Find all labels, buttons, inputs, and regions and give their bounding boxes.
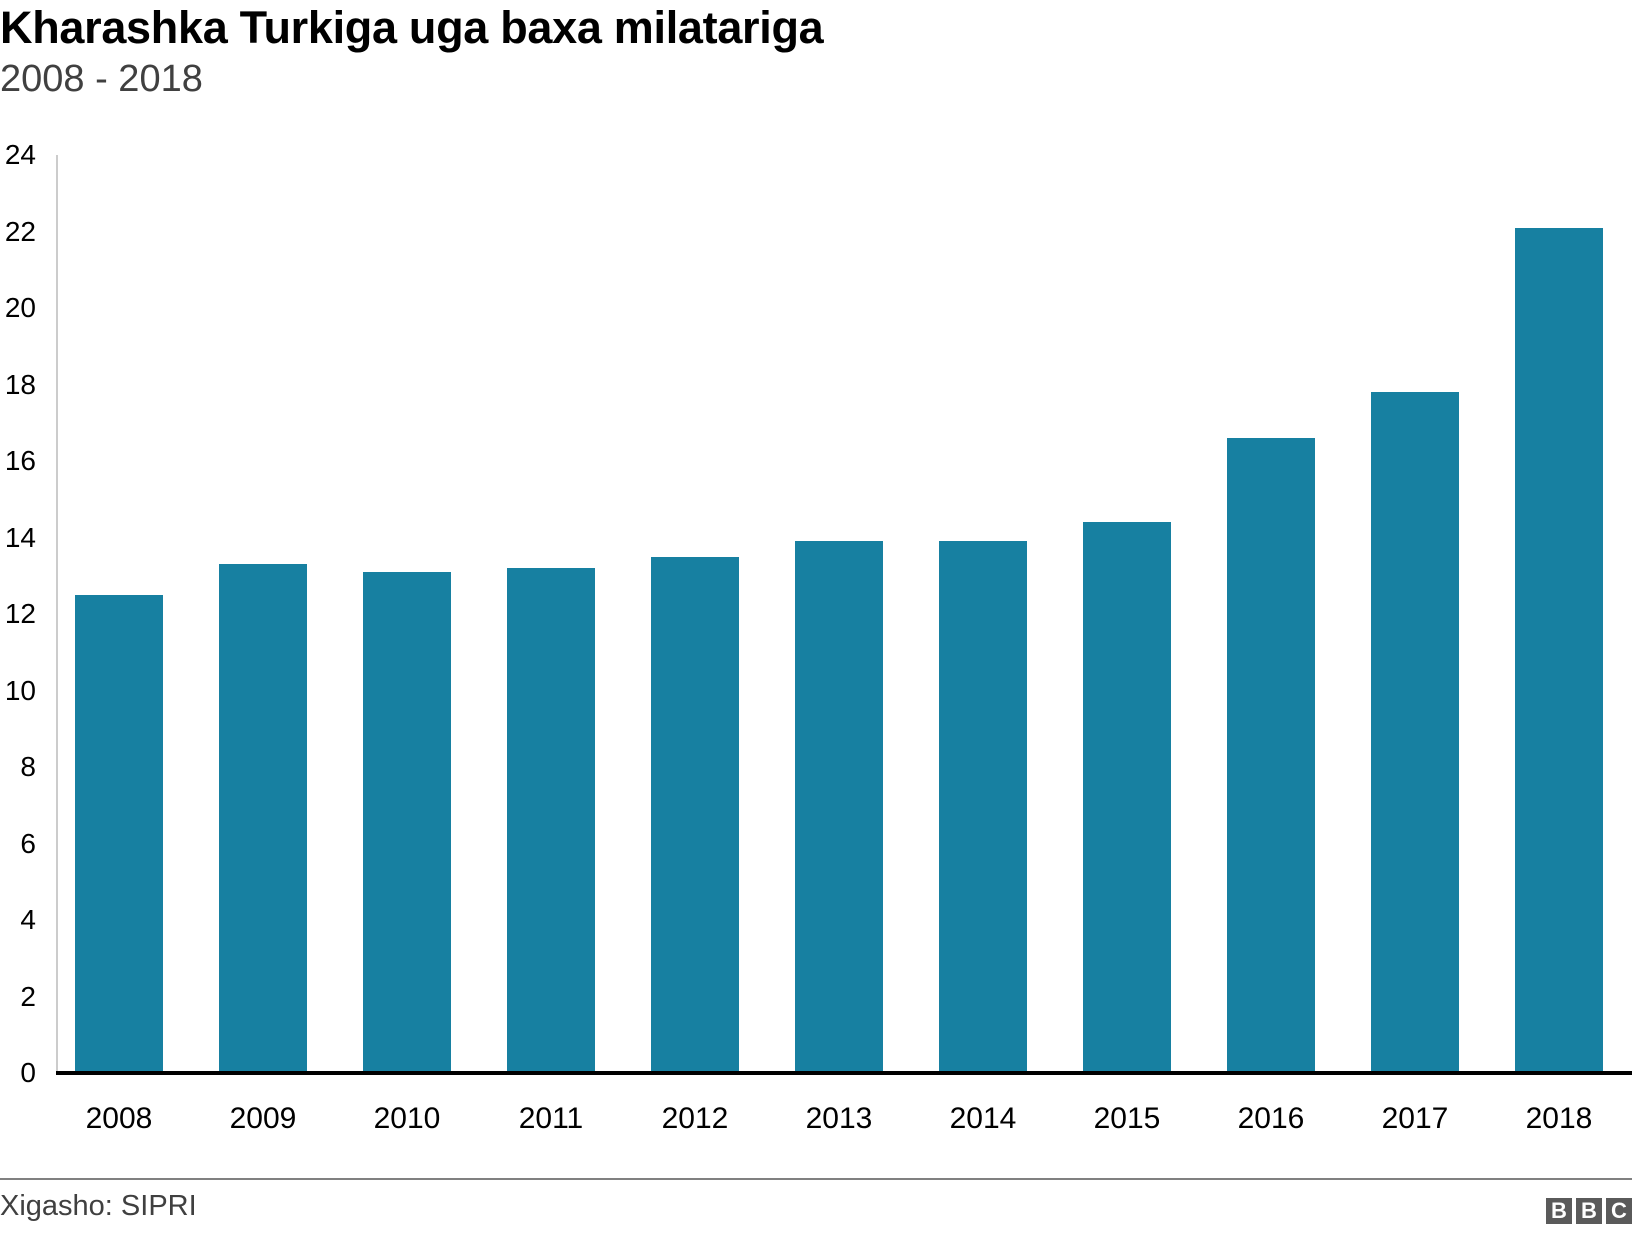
y-tick-label: 18: [4, 368, 36, 400]
chart-title: Kharashka Turkiga uga baxa milatariga: [0, 2, 824, 53]
y-tick-label: 14: [4, 521, 36, 553]
bbc-logo-letter: B: [1576, 1198, 1602, 1224]
bar-2010[interactable]: [363, 571, 451, 1073]
chart-subtitle: 2008 - 2018: [0, 58, 203, 100]
x-tick-label: 2010: [373, 1102, 441, 1135]
footer-divider: [0, 1178, 1632, 1180]
bbc-logo: B B C: [1546, 1198, 1632, 1224]
bar-2009[interactable]: [219, 564, 307, 1073]
x-tick-label: 2017: [1381, 1102, 1449, 1135]
y-tick-label: 2: [20, 980, 36, 1012]
y-tick-label: 22: [4, 215, 36, 247]
y-tick-label: 8: [20, 751, 36, 782]
bbc-logo-letter: B: [1546, 1198, 1572, 1224]
y-tick-label: 16: [4, 445, 36, 476]
bar-2013[interactable]: [795, 541, 883, 1073]
x-tick-label: 2008: [85, 1102, 153, 1135]
x-tick-label: 2016: [1237, 1102, 1305, 1135]
y-tick-label: 24: [4, 139, 36, 170]
y-axis-line: [56, 155, 58, 1073]
bar-2008[interactable]: [75, 594, 163, 1073]
bar-2015[interactable]: [1083, 522, 1171, 1073]
y-tick-label: 0: [20, 1057, 36, 1088]
bbc-logo-letter: C: [1606, 1198, 1632, 1224]
y-tick-label: 6: [20, 827, 36, 859]
bar-2018[interactable]: [1515, 227, 1603, 1073]
source-note: Xigasho: SIPRI: [0, 1190, 197, 1222]
x-tick-label: 2009: [229, 1102, 297, 1135]
x-tick-label: 2015: [1093, 1102, 1161, 1135]
y-tick-label: 20: [4, 292, 36, 323]
y-tick-label: 4: [20, 904, 36, 935]
x-tick-label: 2011: [518, 1102, 584, 1135]
x-tick-label: 2012: [661, 1102, 729, 1135]
x-tick-label: 2013: [805, 1102, 873, 1135]
bar-2014[interactable]: [939, 541, 1027, 1073]
y-tick-label: 10: [4, 674, 36, 706]
x-axis-line: [56, 1071, 1632, 1075]
bar-2017[interactable]: [1371, 392, 1459, 1073]
bar-2016[interactable]: [1227, 438, 1315, 1073]
y-tick-label: 12: [4, 598, 36, 629]
x-tick-label: 2014: [949, 1102, 1017, 1135]
x-tick-label: 2018: [1525, 1102, 1593, 1135]
bar-2012[interactable]: [651, 556, 739, 1073]
bar-2011[interactable]: [507, 568, 595, 1073]
